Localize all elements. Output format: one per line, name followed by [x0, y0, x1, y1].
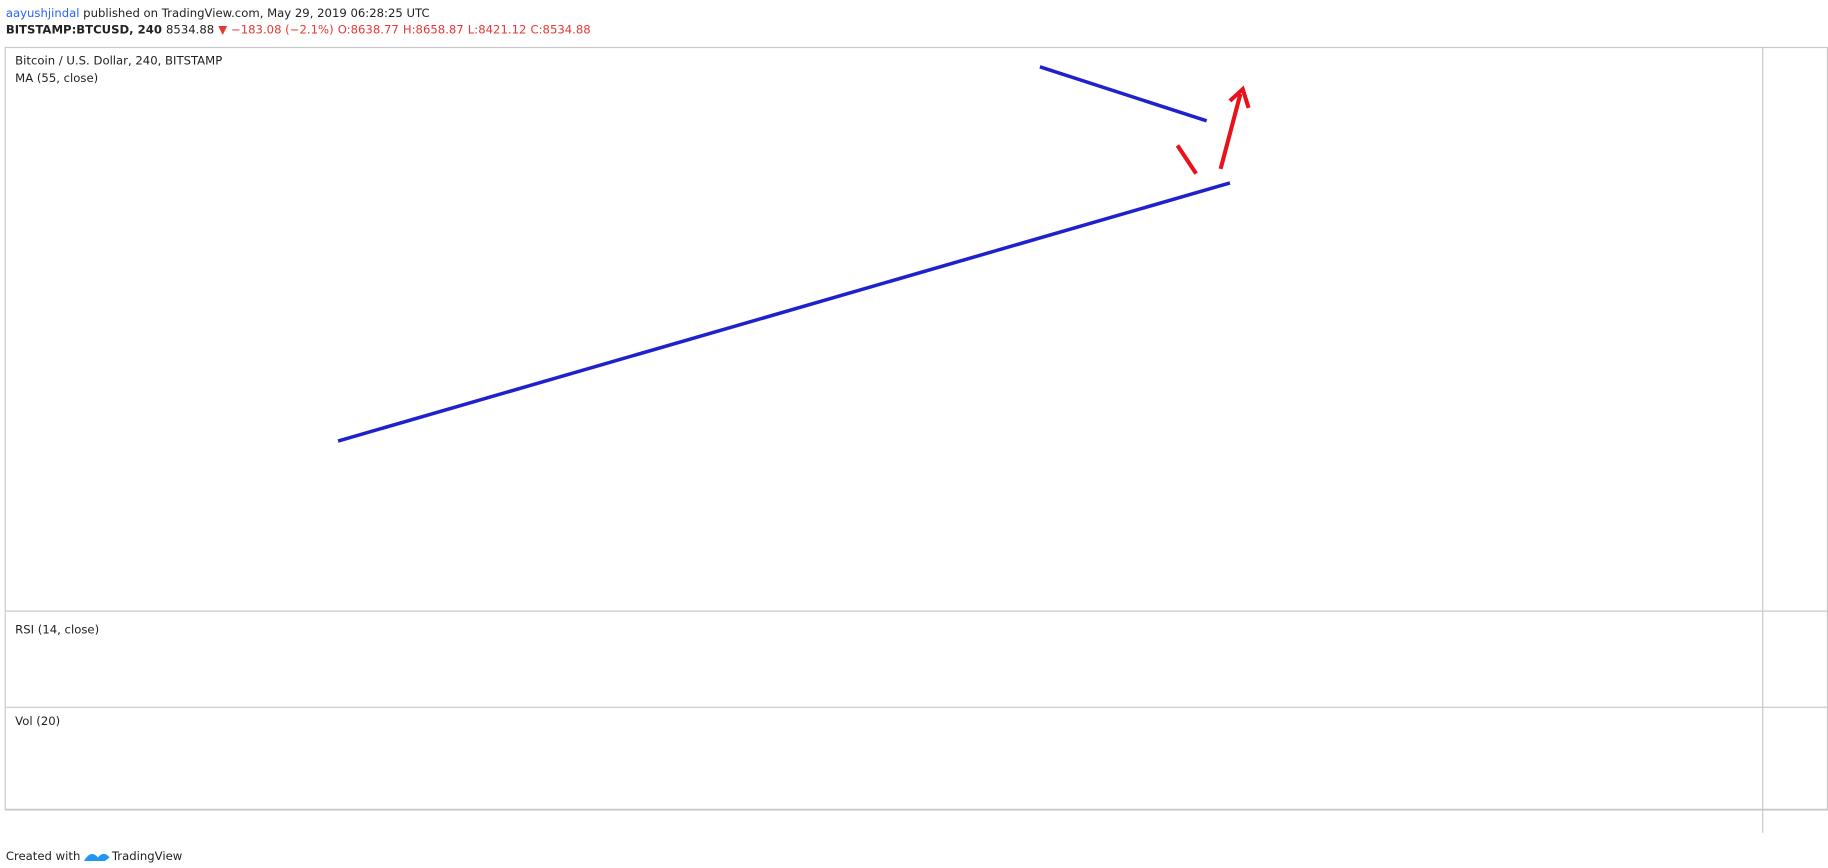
chart-title: Bitcoin / U.S. Dollar, 240, BITSTAMP [15, 53, 222, 67]
footer-brand[interactable]: TradingView [111, 849, 183, 863]
quote-line: BITSTAMP:BTCUSD, 240 8534.88 ▼ −183.08 (… [6, 22, 591, 36]
last: 8534.88 [166, 22, 214, 36]
change: ▼ −183.08 (−2.1%) [218, 22, 333, 36]
low: L:8421.12 [468, 22, 527, 36]
volume-legend: Vol (20) [15, 714, 60, 728]
logo [83, 853, 110, 861]
trendline [1039, 65, 1208, 123]
drawings [337, 65, 1251, 443]
rsi-legend: RSI (14, close) [15, 622, 99, 636]
trendline [337, 181, 1231, 443]
close: C:8534.88 [530, 22, 590, 36]
arrow [1218, 93, 1243, 170]
symbol: BITSTAMP:BTCUSD, 240 [6, 22, 162, 36]
open: O:8638.77 [338, 22, 399, 36]
author[interactable]: aayushjindal [6, 5, 80, 19]
arrow-head [1228, 85, 1251, 109]
header-line: aayushjindal published on TradingView.co… [6, 5, 430, 19]
published: published on TradingView.com, May 29, 20… [83, 5, 429, 19]
arrow [1175, 144, 1198, 175]
high: H:8658.87 [403, 22, 464, 36]
ma-legend: MA (55, close) [15, 71, 98, 85]
footer-created: Created with [6, 849, 81, 863]
